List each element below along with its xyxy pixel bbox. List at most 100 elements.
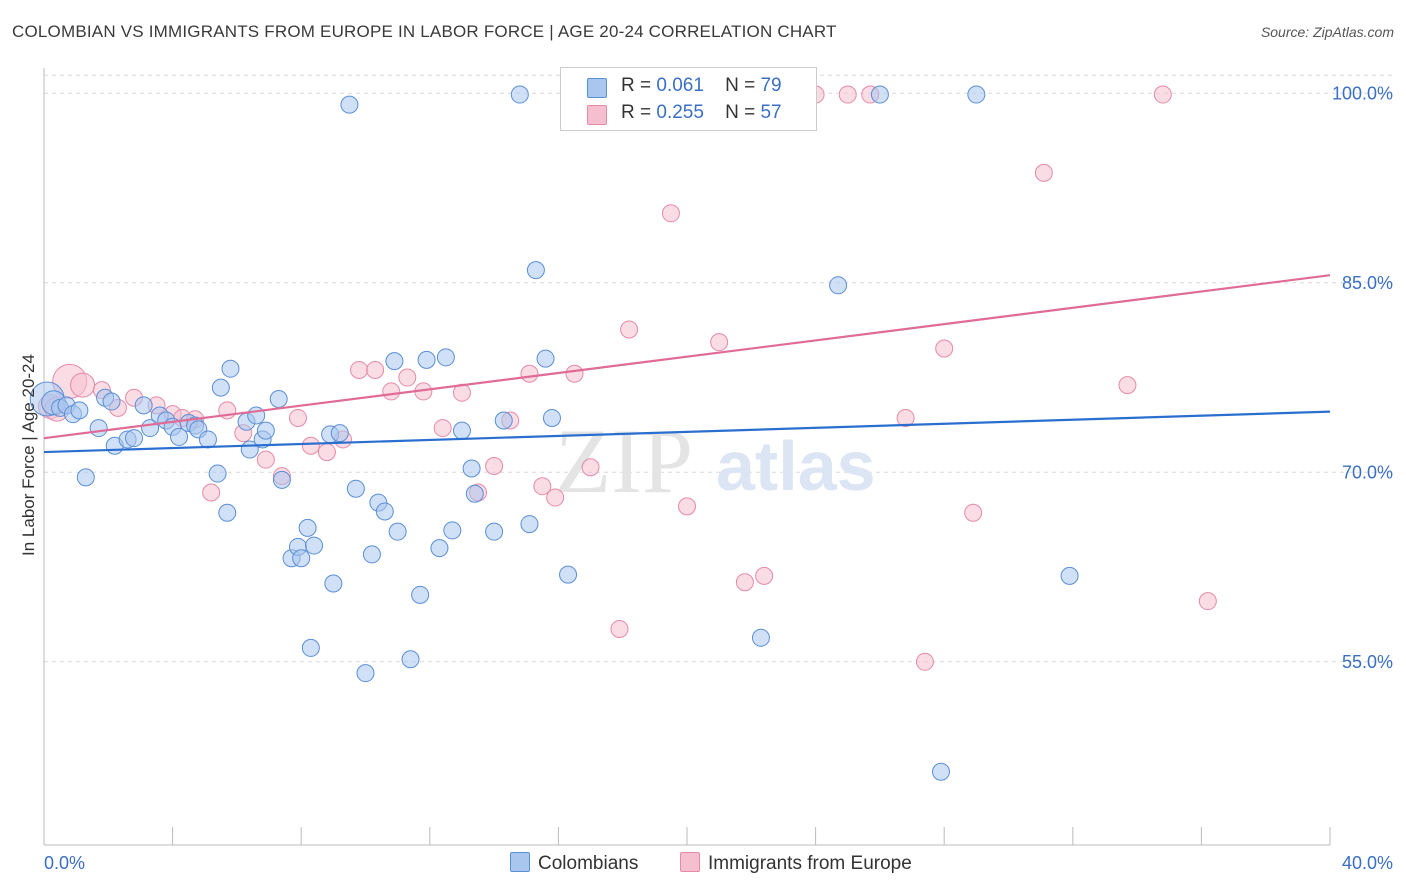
legend-swatch-blue bbox=[587, 78, 607, 98]
colombian-point bbox=[211, 378, 230, 397]
colombian-point bbox=[301, 638, 320, 657]
legend-r-value: 0.255 bbox=[656, 102, 704, 123]
watermark-atlas: atlas bbox=[716, 427, 876, 505]
colombian-point bbox=[346, 479, 365, 498]
europe-point bbox=[533, 477, 552, 496]
legend-r-value: 0.061 bbox=[656, 75, 704, 96]
colombian-point bbox=[494, 411, 513, 430]
series-legend-europe[interactable]: Immigrants from Europe bbox=[680, 852, 912, 875]
colombian-point bbox=[430, 539, 449, 558]
axes bbox=[43, 68, 1331, 846]
colombian-point bbox=[536, 349, 555, 368]
series-swatch-pink bbox=[680, 852, 700, 872]
colombian-point bbox=[967, 85, 986, 104]
x-tick-label-min: 0.0% bbox=[44, 853, 85, 873]
europe-point bbox=[433, 419, 452, 438]
colombian-point bbox=[751, 628, 770, 647]
colombian-point bbox=[221, 359, 240, 378]
legend-swatch-pink bbox=[587, 105, 607, 125]
series-label-colombians: Colombians bbox=[538, 853, 639, 874]
europe-point bbox=[838, 85, 857, 104]
colombian-point bbox=[218, 503, 237, 522]
colombian-point bbox=[305, 536, 324, 555]
legend-n-label: N = bbox=[725, 102, 756, 123]
colombian-point bbox=[125, 429, 144, 448]
europe-point bbox=[1153, 85, 1172, 104]
colombian-point bbox=[542, 408, 561, 427]
series-label-europe: Immigrants from Europe bbox=[708, 853, 912, 874]
europe-point bbox=[520, 364, 539, 383]
europe-point bbox=[964, 503, 983, 522]
colombian-point bbox=[510, 85, 529, 104]
europe-point bbox=[1118, 376, 1137, 395]
colombian-point bbox=[298, 518, 317, 537]
grid-lines bbox=[44, 74, 1395, 663]
legend-n-label: N = bbox=[725, 75, 756, 96]
europe-point bbox=[620, 320, 639, 339]
colombian-point bbox=[520, 515, 539, 534]
europe-point bbox=[1198, 592, 1217, 611]
colombian-point bbox=[170, 427, 189, 446]
colombian-point bbox=[559, 565, 578, 584]
correlation-legend: R = 0.061 N = 79 R = 0.255 N = 57 bbox=[560, 67, 817, 131]
europe-point bbox=[366, 360, 385, 379]
colombian-point bbox=[70, 401, 89, 420]
y-tick-label: 85.0% bbox=[1342, 273, 1393, 293]
europe-trend-line bbox=[43, 274, 1331, 440]
europe-point bbox=[485, 456, 504, 475]
colombian-point bbox=[324, 574, 343, 593]
colombian-point bbox=[452, 421, 471, 440]
colombian-point bbox=[362, 545, 381, 564]
europe-point bbox=[581, 458, 600, 477]
europe-point bbox=[317, 443, 336, 462]
colombian-point bbox=[385, 352, 404, 371]
europe-point bbox=[202, 483, 221, 502]
immigrants-europe-points bbox=[37, 85, 1217, 671]
colombian-point bbox=[485, 522, 504, 541]
colombian-point bbox=[443, 521, 462, 540]
colombian-point bbox=[89, 419, 108, 438]
series-swatch-blue bbox=[510, 852, 530, 872]
colombian-point bbox=[356, 664, 375, 683]
europe-point bbox=[710, 333, 729, 352]
europe-point bbox=[350, 360, 369, 379]
colombian-point bbox=[256, 421, 275, 440]
colombian-point bbox=[436, 348, 455, 367]
europe-point bbox=[565, 364, 584, 383]
watermark-zip: ZIP bbox=[555, 410, 693, 512]
colombians-trend-line bbox=[43, 410, 1331, 454]
trend-lines bbox=[43, 274, 1331, 454]
colombian-point bbox=[526, 261, 545, 280]
colombian-point bbox=[401, 650, 420, 669]
colombian-point bbox=[272, 470, 291, 489]
y-tick-label: 55.0% bbox=[1342, 652, 1393, 672]
europe-point bbox=[915, 652, 934, 671]
legend-r-label: R = bbox=[621, 75, 652, 96]
colombian-point bbox=[870, 85, 889, 104]
europe-point bbox=[546, 488, 565, 507]
europe-point bbox=[288, 408, 307, 427]
colombian-point bbox=[198, 430, 217, 449]
legend-r-label: R = bbox=[621, 102, 652, 123]
x-tick-label-max: 40.0% bbox=[1342, 853, 1393, 873]
colombian-point bbox=[340, 95, 359, 114]
axis-labels: 55.0% 70.0% 85.0% 100.0% 0.0% 40.0% bbox=[44, 83, 1393, 873]
chart-title: COLOMBIAN VS IMMIGRANTS FROM EUROPE IN L… bbox=[12, 22, 837, 41]
europe-point bbox=[735, 573, 754, 592]
colombian-point bbox=[411, 585, 430, 604]
europe-point bbox=[678, 497, 696, 516]
europe-point bbox=[256, 450, 275, 469]
colombian-point bbox=[330, 424, 349, 443]
colombian-point bbox=[375, 502, 394, 521]
colombian-point bbox=[134, 396, 153, 415]
colombian-point bbox=[208, 464, 227, 483]
europe-point bbox=[896, 408, 915, 427]
y-axis-label: In Labor Force | Age 20-24 bbox=[19, 354, 38, 556]
series-legend-colombians[interactable]: Colombians bbox=[510, 852, 638, 875]
colombian-point bbox=[1060, 566, 1079, 585]
colombian-point bbox=[829, 276, 848, 295]
colombian-point bbox=[388, 522, 407, 541]
colombian-point bbox=[102, 392, 121, 411]
europe-point bbox=[935, 339, 954, 358]
